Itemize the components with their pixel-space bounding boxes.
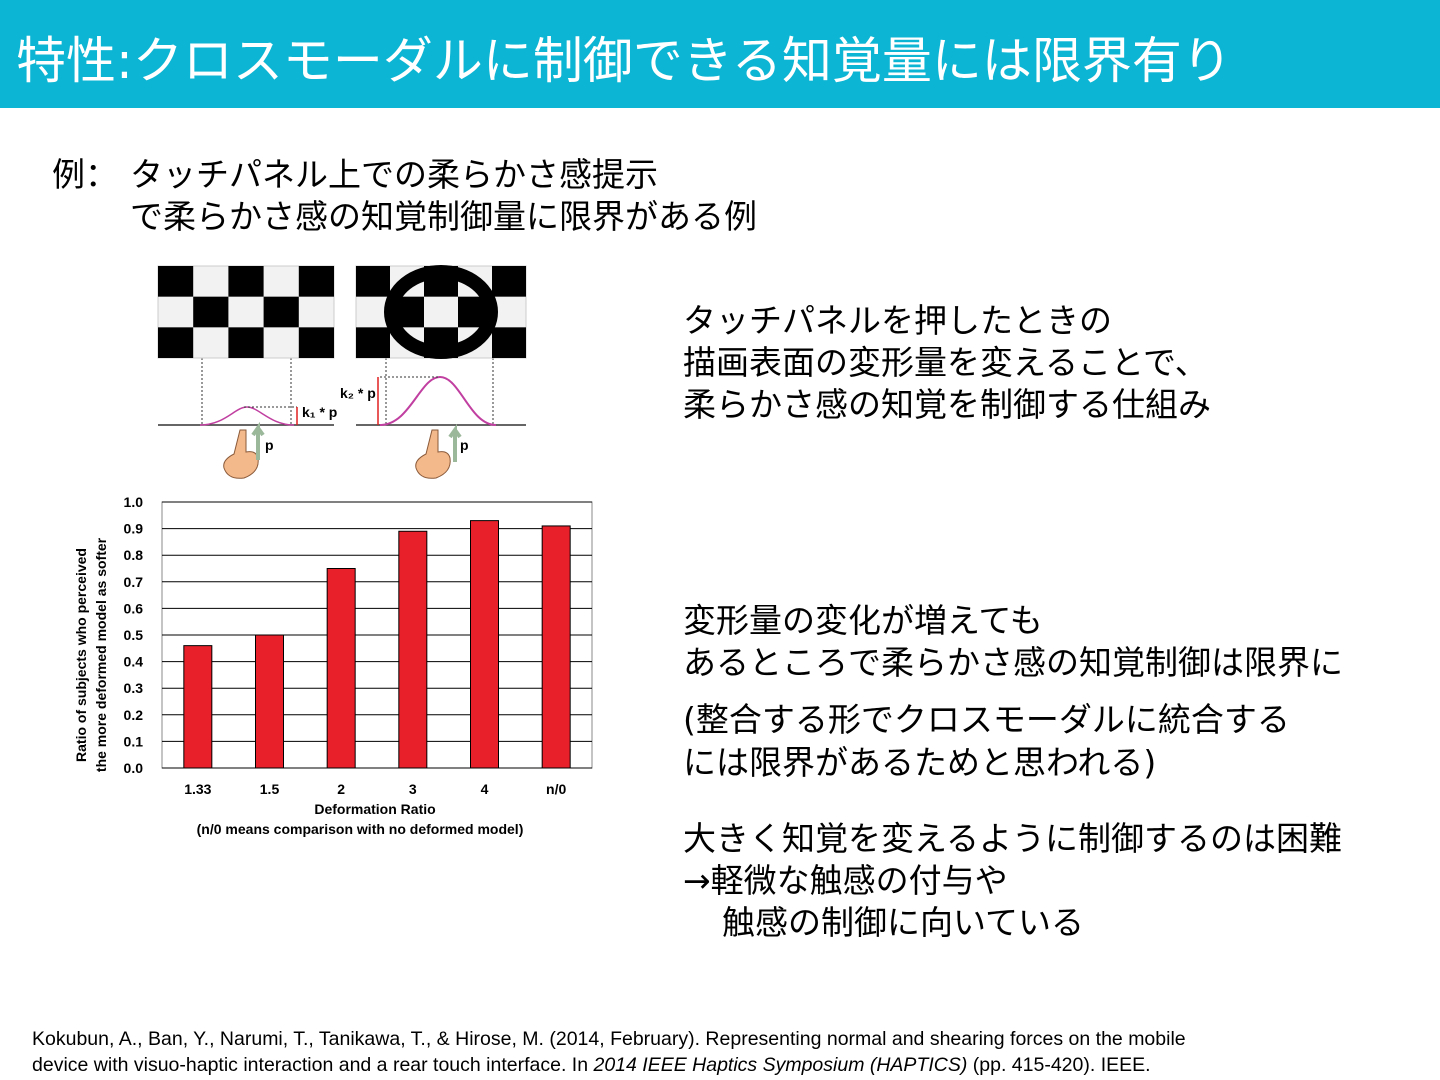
board-cell bbox=[193, 296, 229, 328]
x-axis-note: (n/0 means comparison with no deformed m… bbox=[197, 821, 524, 837]
y-axis-label: Ratio of subjects who perceived bbox=[73, 548, 89, 762]
board-cell bbox=[298, 327, 334, 358]
title-bar bbox=[0, 0, 1440, 108]
slide-title: 特性:クロスモーダルに制御できる知覚量には限界有り bbox=[16, 32, 1232, 90]
board-cell bbox=[492, 327, 526, 358]
figure-label: k₂ * p bbox=[340, 385, 376, 401]
chart: Ratio of subjects who perceived the more… bbox=[73, 494, 593, 837]
x-tick-label: 3 bbox=[409, 781, 417, 797]
x-tick-label: 1.5 bbox=[260, 781, 280, 797]
bar bbox=[326, 568, 356, 769]
y-tick-label: 0.4 bbox=[124, 654, 144, 670]
body-line: 大きく知覚を変えるように制御するのは困難 bbox=[683, 819, 1342, 858]
example-marker: 例： bbox=[52, 155, 118, 194]
body-line: →軽微な触感の付与や bbox=[683, 861, 1008, 900]
board-cell bbox=[492, 266, 526, 297]
x-axis-label: Deformation Ratio bbox=[314, 801, 435, 817]
body-line: には限界があるためと思われる) bbox=[683, 743, 1156, 782]
citation: device with visuo-haptic interaction and… bbox=[32, 1054, 1151, 1076]
body-line: 触感の制御に向いている bbox=[722, 903, 1084, 942]
board-cell bbox=[158, 266, 194, 297]
bar bbox=[183, 645, 213, 769]
y-tick-label: 0.7 bbox=[124, 574, 144, 590]
figure-label: p bbox=[265, 437, 274, 453]
board-cell bbox=[158, 327, 194, 358]
x-tick-label: 2 bbox=[337, 781, 345, 797]
y-tick-label: 0.9 bbox=[124, 521, 144, 537]
y-tick-label: 0.5 bbox=[124, 627, 144, 643]
citation-part: device with visuo-haptic interaction and… bbox=[32, 1054, 593, 1076]
body-line: 変形量の変化が増えても bbox=[683, 601, 1043, 640]
board-cell bbox=[228, 266, 264, 297]
body-line: (整合する形でクロスモーダルに統合する bbox=[683, 700, 1290, 739]
figure-label: p bbox=[460, 437, 469, 453]
citation-part: (pp. 415-420). IEEE. bbox=[967, 1054, 1150, 1076]
bar bbox=[470, 520, 499, 769]
board-bulge bbox=[384, 265, 498, 359]
example-line: タッチパネル上での柔らかさ感提示 bbox=[130, 155, 658, 194]
citation: Kokubun, A., Ban, Y., Narumi, T., Tanika… bbox=[32, 1028, 1186, 1050]
board-cell bbox=[356, 327, 390, 358]
board-cell bbox=[228, 327, 264, 358]
bar bbox=[398, 530, 428, 769]
x-tick-label: 4 bbox=[481, 781, 489, 797]
body-line: 柔らかさ感の知覚を制御する仕組み bbox=[683, 385, 1211, 424]
bar bbox=[541, 525, 571, 769]
body-line: あるところで柔らかさ感の知覚制御は限界に bbox=[683, 643, 1343, 682]
board-cell bbox=[356, 266, 390, 297]
illustration: k₁ * p k₂ * p p p bbox=[157, 265, 527, 479]
y-tick-label: 0.8 bbox=[124, 547, 144, 563]
body-line: 描画表面の変形量を変えることで、 bbox=[683, 343, 1208, 382]
bar bbox=[255, 634, 284, 769]
figure-label: k₁ * p bbox=[302, 404, 337, 420]
body-text: タッチパネルを押したときの 描画表面の変形量を変えることで、 柔らかさ感の知覚を… bbox=[683, 301, 1343, 942]
example-line: で柔らかさ感の知覚制御量に限界がある例 bbox=[130, 197, 757, 236]
x-tick-label: n/0 bbox=[546, 781, 566, 797]
y-axis-label: the more deformed model as softer bbox=[93, 537, 109, 772]
y-tick-label: 0.3 bbox=[124, 680, 144, 696]
board-cell bbox=[298, 266, 334, 297]
citation-venue: 2014 IEEE Haptics Symposium (HAPTICS) bbox=[592, 1054, 967, 1076]
y-tick-label: 0.1 bbox=[124, 733, 144, 749]
body-line: タッチパネルを押したときの bbox=[683, 301, 1112, 340]
x-tick-label: 1.33 bbox=[184, 781, 211, 797]
y-tick-label: 1.0 bbox=[124, 494, 144, 510]
board-cell bbox=[263, 296, 299, 328]
y-tick-label: 0.0 bbox=[124, 760, 144, 776]
y-tick-label: 0.2 bbox=[124, 707, 144, 723]
y-tick-label: 0.6 bbox=[124, 600, 144, 616]
